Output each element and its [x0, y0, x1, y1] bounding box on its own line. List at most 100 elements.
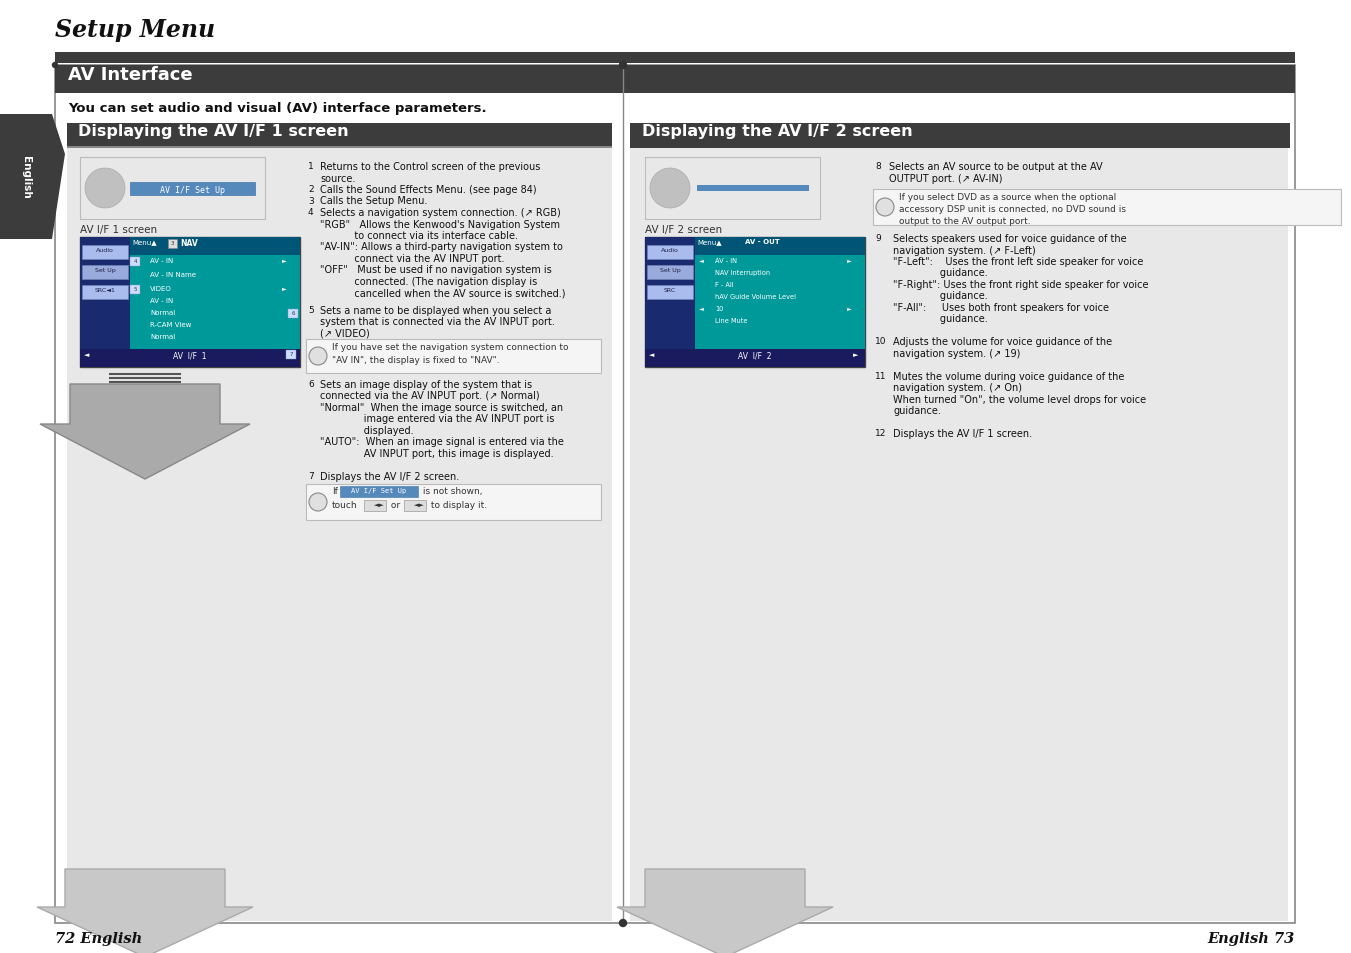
Bar	[80, 350, 300, 368]
Text: 72 English: 72 English	[55, 931, 142, 945]
Text: NAV: NAV	[180, 239, 197, 248]
Polygon shape	[36, 869, 253, 953]
Circle shape	[620, 920, 627, 926]
Text: to connect via its interface cable.: to connect via its interface cable.	[320, 231, 517, 241]
Text: hAV Guide Volume Level: hAV Guide Volume Level	[715, 294, 796, 299]
Circle shape	[53, 64, 58, 69]
Text: accessory DSP unit is connected, no DVD sound is: accessory DSP unit is connected, no DVD …	[898, 205, 1125, 213]
Text: source.: source.	[320, 173, 355, 183]
Text: 6: 6	[308, 379, 313, 389]
Text: Calls the Setup Menu.: Calls the Setup Menu.	[320, 196, 427, 206]
Text: 12: 12	[875, 429, 886, 438]
Text: displayed.: displayed.	[320, 426, 413, 436]
Bar	[82, 266, 128, 280]
Bar	[305, 484, 601, 520]
Text: 5: 5	[134, 287, 136, 292]
Text: ◄: ◄	[84, 352, 89, 357]
Text: 3: 3	[170, 241, 174, 246]
Text: 2: 2	[308, 185, 313, 193]
Text: navigation system. (↗ F-Left): navigation system. (↗ F-Left)	[893, 245, 1036, 255]
Text: 9: 9	[875, 233, 881, 243]
Text: AV  I/F  1: AV I/F 1	[173, 352, 207, 360]
Bar	[130, 183, 255, 195]
Text: AV I/F 1 screen: AV I/F 1 screen	[80, 225, 157, 234]
Text: You can set audio and visual (AV) interface parameters.: You can set audio and visual (AV) interf…	[68, 102, 486, 115]
Bar	[80, 237, 300, 368]
Text: touch: touch	[332, 500, 358, 510]
Bar	[340, 486, 417, 497]
Text: 5: 5	[308, 305, 313, 314]
Bar	[130, 286, 141, 294]
Bar	[55, 66, 1296, 94]
Bar	[130, 257, 141, 267]
Text: "F-Left":    Uses the front left side speaker for voice: "F-Left": Uses the front left side speak…	[893, 256, 1143, 267]
Text: If you select DVD as a source when the optional: If you select DVD as a source when the o…	[898, 193, 1116, 202]
Bar	[644, 350, 865, 368]
Circle shape	[620, 63, 627, 70]
Bar	[68, 147, 612, 149]
Text: "F-All":     Uses both front speakers for voice: "F-All": Uses both front speakers for vo…	[893, 303, 1109, 313]
Text: guidance.: guidance.	[893, 314, 988, 324]
Text: "AV IN", the display is fixed to "NAV".: "AV IN", the display is fixed to "NAV".	[332, 355, 500, 365]
Bar	[82, 286, 128, 299]
Text: AV I/F Set Up: AV I/F Set Up	[159, 186, 224, 194]
Circle shape	[875, 199, 894, 216]
Text: navigation system. (↗ On): navigation system. (↗ On)	[893, 383, 1021, 393]
Text: connected via the AV INPUT port. (↗ Normal): connected via the AV INPUT port. (↗ Norm…	[320, 391, 539, 401]
Text: Displaying the AV I/F 2 screen: Displaying the AV I/F 2 screen	[642, 124, 913, 139]
Bar	[68, 126, 612, 921]
Text: Selects an AV source to be output at the AV: Selects an AV source to be output at the…	[889, 162, 1102, 172]
Text: ◄►: ◄►	[374, 501, 385, 507]
Text: OUTPUT port. (↗ AV-IN): OUTPUT port. (↗ AV-IN)	[889, 173, 1002, 183]
Text: AV - IN: AV - IN	[150, 257, 173, 264]
Text: ◄: ◄	[134, 257, 139, 263]
Text: ◄: ◄	[698, 306, 704, 311]
Bar	[288, 310, 299, 318]
Text: 3: 3	[308, 196, 313, 205]
Text: English: English	[22, 155, 31, 198]
Text: Audio: Audio	[96, 248, 113, 253]
Bar	[694, 237, 865, 255]
Bar	[130, 237, 300, 255]
Text: ►: ►	[288, 352, 293, 357]
Text: Selects a navigation system connection. (↗ RGB): Selects a navigation system connection. …	[320, 208, 561, 218]
Polygon shape	[0, 115, 65, 240]
Bar	[363, 500, 386, 512]
Text: Displaying the AV I/F 1 screen: Displaying the AV I/F 1 screen	[78, 124, 349, 139]
Text: English 73: English 73	[1208, 931, 1296, 945]
Text: Set Up: Set Up	[95, 268, 115, 273]
Bar	[55, 53, 1296, 64]
Text: AV Interface: AV Interface	[68, 66, 193, 84]
Text: ►: ►	[282, 257, 286, 263]
Bar	[697, 186, 809, 192]
Text: "AUTO":  When an image signal is entered via the: "AUTO": When an image signal is entered …	[320, 437, 563, 447]
Circle shape	[309, 494, 327, 512]
Text: Displays the AV I/F 1 screen.: Displays the AV I/F 1 screen.	[893, 429, 1032, 439]
Text: F - All: F - All	[715, 282, 734, 288]
Text: output to the AV output port.: output to the AV output port.	[898, 216, 1031, 226]
Bar	[80, 237, 130, 368]
Bar	[68, 124, 612, 149]
Text: is not shown,: is not shown,	[420, 486, 482, 496]
Bar	[694, 237, 865, 368]
Text: AV I/F Set Up: AV I/F Set Up	[351, 488, 407, 494]
Text: Returns to the Control screen of the previous: Returns to the Control screen of the pre…	[320, 162, 540, 172]
Text: navigation system. (↗ 19): navigation system. (↗ 19)	[893, 349, 1020, 358]
Text: Displays the AV I/F 2 screen.: Displays the AV I/F 2 screen.	[320, 472, 459, 481]
Text: ►: ►	[282, 286, 286, 291]
Bar	[404, 500, 426, 512]
Text: 8: 8	[875, 162, 881, 171]
Text: Menu▲: Menu▲	[132, 239, 157, 245]
Text: Sets a name to be displayed when you select a: Sets a name to be displayed when you sel…	[320, 305, 551, 315]
Text: AV I/F 2 screen: AV I/F 2 screen	[644, 225, 723, 234]
Text: 6: 6	[292, 311, 295, 315]
Bar	[644, 237, 694, 368]
Bar	[644, 158, 820, 220]
Text: to display it.: to display it.	[428, 500, 488, 510]
Text: Adjusts the volume for voice guidance of the: Adjusts the volume for voice guidance of…	[893, 337, 1112, 347]
Text: Line Mute: Line Mute	[715, 317, 747, 324]
Text: 7: 7	[289, 352, 293, 356]
Bar	[82, 246, 128, 260]
Bar	[168, 240, 177, 249]
Text: Menu▲: Menu▲	[697, 239, 721, 245]
